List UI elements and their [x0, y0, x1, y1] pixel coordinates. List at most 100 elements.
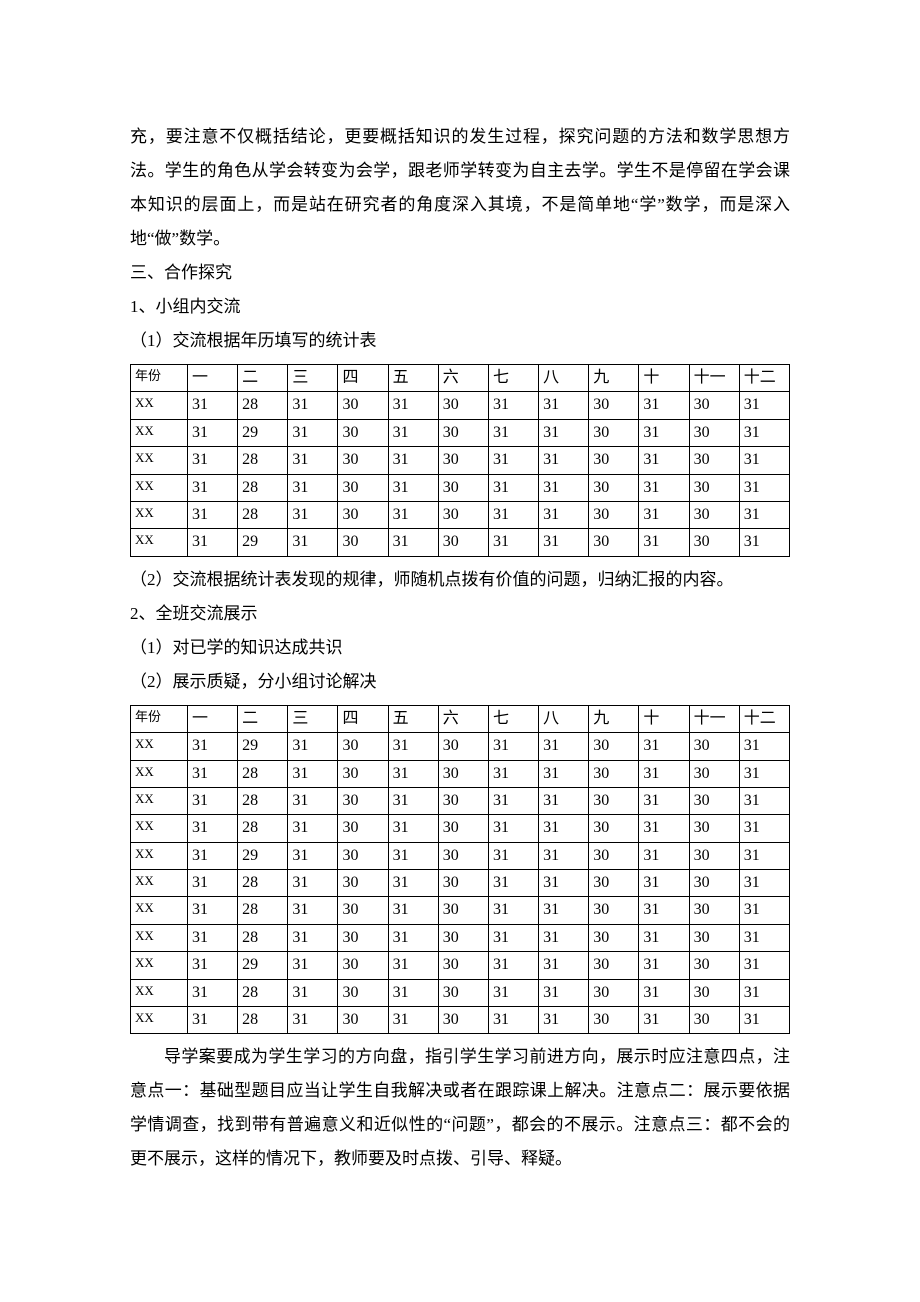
data-cell: 31 [488, 447, 538, 474]
data-cell: 28 [238, 474, 288, 501]
data-cell: 31 [388, 842, 438, 869]
data-cell: 31 [288, 870, 338, 897]
item-2-2: （2）展示质疑，分小组讨论解决 [130, 665, 790, 699]
data-cell: 31 [288, 952, 338, 979]
data-cell: 30 [589, 897, 639, 924]
section-3-heading: 三、合作探究 [130, 256, 790, 290]
paragraph-bottom: 导学案要成为学生学习的方向盘，指引学生学习前进方向，展示时应注意四点，注意点一：… [130, 1040, 790, 1176]
data-cell: 31 [488, 924, 538, 951]
page: 充，要注意不仅概括结论，更要概括知识的发生过程，探究问题的方法和数学思想方法。学… [0, 0, 920, 1302]
data-cell: 31 [488, 474, 538, 501]
data-cell: 30 [689, 924, 739, 951]
data-cell: 31 [188, 419, 238, 446]
data-cell: 31 [288, 979, 338, 1006]
data-cell: 31 [739, 842, 789, 869]
data-cell: 31 [288, 760, 338, 787]
data-cell: 31 [739, 1007, 789, 1034]
year-cell: XX [131, 815, 188, 842]
data-cell: 30 [438, 952, 488, 979]
data-cell: 30 [689, 787, 739, 814]
data-cell: 31 [388, 760, 438, 787]
col-header: 七 [488, 705, 538, 732]
data-cell: 31 [739, 897, 789, 924]
data-cell: 31 [188, 501, 238, 528]
data-cell: 28 [238, 924, 288, 951]
table-row: XX312831303130313130313031 [131, 815, 790, 842]
data-cell: 30 [689, 897, 739, 924]
data-cell: 30 [338, 897, 388, 924]
data-cell: 31 [488, 760, 538, 787]
data-cell: 31 [188, 815, 238, 842]
year-cell: XX [131, 870, 188, 897]
data-cell: 30 [589, 870, 639, 897]
data-cell: 31 [488, 952, 538, 979]
data-cell: 31 [539, 529, 589, 556]
data-cell: 30 [689, 501, 739, 528]
data-cell: 31 [488, 529, 538, 556]
table-row: XX312831303130313130313031 [131, 924, 790, 951]
data-cell: 31 [488, 787, 538, 814]
data-cell: 31 [639, 815, 689, 842]
data-cell: 30 [338, 760, 388, 787]
data-cell: 30 [689, 529, 739, 556]
data-cell: 31 [539, 870, 589, 897]
data-cell: 31 [188, 474, 238, 501]
data-cell: 31 [539, 474, 589, 501]
data-cell: 31 [488, 1007, 538, 1034]
data-cell: 31 [639, 529, 689, 556]
data-cell: 30 [338, 419, 388, 446]
data-cell: 31 [288, 897, 338, 924]
data-cell: 30 [689, 474, 739, 501]
col-header: 十 [639, 365, 689, 392]
year-cell: XX [131, 529, 188, 556]
data-cell: 31 [188, 529, 238, 556]
data-cell: 30 [438, 733, 488, 760]
data-cell: 30 [589, 501, 639, 528]
year-cell: XX [131, 392, 188, 419]
data-cell: 30 [589, 733, 639, 760]
data-cell: 30 [689, 952, 739, 979]
data-cell: 30 [338, 952, 388, 979]
col-header: 一 [188, 365, 238, 392]
data-cell: 30 [689, 419, 739, 446]
data-cell: 30 [438, 392, 488, 419]
data-cell: 31 [639, 419, 689, 446]
data-cell: 30 [338, 501, 388, 528]
table-row: XX312931303130313130313031 [131, 733, 790, 760]
table-row: XX312831303130313130313031 [131, 474, 790, 501]
col-header: 四 [338, 705, 388, 732]
year-cell: XX [131, 897, 188, 924]
table-row: XX312831303130313130313031 [131, 787, 790, 814]
item-1-1: （1）交流根据年历填写的统计表 [130, 324, 790, 358]
data-cell: 31 [739, 760, 789, 787]
data-cell: 31 [739, 392, 789, 419]
data-cell: 30 [689, 870, 739, 897]
data-cell: 31 [288, 474, 338, 501]
data-cell: 31 [539, 979, 589, 1006]
data-cell: 30 [689, 447, 739, 474]
data-cell: 31 [739, 733, 789, 760]
col-year-header: 年份 [131, 705, 188, 732]
data-cell: 30 [689, 1007, 739, 1034]
data-cell: 31 [639, 842, 689, 869]
data-cell: 31 [739, 474, 789, 501]
data-cell: 31 [539, 392, 589, 419]
data-cell: 31 [488, 733, 538, 760]
year-cell: XX [131, 787, 188, 814]
table-row: XX312931303130313130313031 [131, 529, 790, 556]
year-cell: XX [131, 952, 188, 979]
data-cell: 31 [539, 815, 589, 842]
table-row: XX312931303130313130313031 [131, 952, 790, 979]
data-cell: 31 [288, 787, 338, 814]
year-cell: XX [131, 1007, 188, 1034]
col-header: 六 [438, 365, 488, 392]
data-cell: 30 [589, 529, 639, 556]
data-cell: 31 [488, 419, 538, 446]
item-2-1: （1）对已学的知识达成共识 [130, 631, 790, 665]
data-cell: 31 [739, 924, 789, 951]
data-cell: 30 [589, 979, 639, 1006]
data-cell: 30 [689, 842, 739, 869]
data-cell: 28 [238, 392, 288, 419]
data-cell: 30 [338, 787, 388, 814]
calendar-table-1: 年份一二三四五六七八九十十一十二XX3128313031303131303130… [130, 364, 790, 557]
